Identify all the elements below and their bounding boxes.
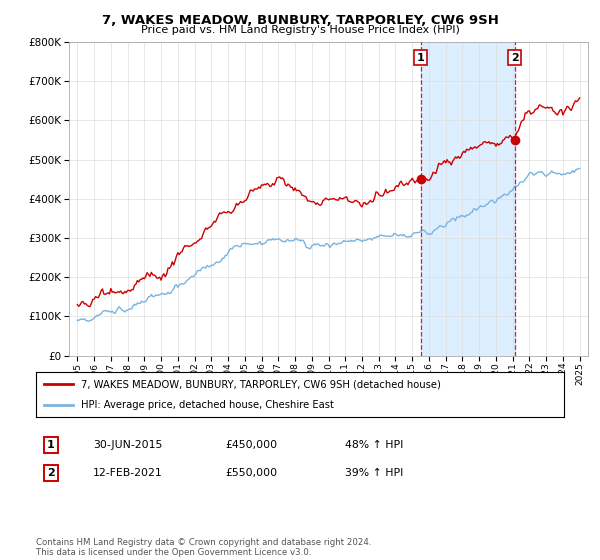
Text: 48% ↑ HPI: 48% ↑ HPI <box>345 440 403 450</box>
Text: 2: 2 <box>511 53 518 63</box>
Bar <box>421 42 515 356</box>
Text: 7, WAKES MEADOW, BUNBURY, TARPORLEY, CW6 9SH (detached house): 7, WAKES MEADOW, BUNBURY, TARPORLEY, CW6… <box>81 380 441 390</box>
Text: 1: 1 <box>47 440 55 450</box>
Text: Price paid vs. HM Land Registry's House Price Index (HPI): Price paid vs. HM Land Registry's House … <box>140 25 460 35</box>
Text: Contains HM Land Registry data © Crown copyright and database right 2024.
This d: Contains HM Land Registry data © Crown c… <box>36 538 371 557</box>
Text: 2: 2 <box>47 468 55 478</box>
Text: 30-JUN-2015: 30-JUN-2015 <box>93 440 163 450</box>
Text: 1: 1 <box>417 53 424 63</box>
Text: 39% ↑ HPI: 39% ↑ HPI <box>345 468 403 478</box>
Text: 12-FEB-2021: 12-FEB-2021 <box>93 468 163 478</box>
Text: 7, WAKES MEADOW, BUNBURY, TARPORLEY, CW6 9SH: 7, WAKES MEADOW, BUNBURY, TARPORLEY, CW6… <box>101 14 499 27</box>
Text: £450,000: £450,000 <box>225 440 277 450</box>
Text: HPI: Average price, detached house, Cheshire East: HPI: Average price, detached house, Ches… <box>81 400 334 410</box>
Text: £550,000: £550,000 <box>225 468 277 478</box>
